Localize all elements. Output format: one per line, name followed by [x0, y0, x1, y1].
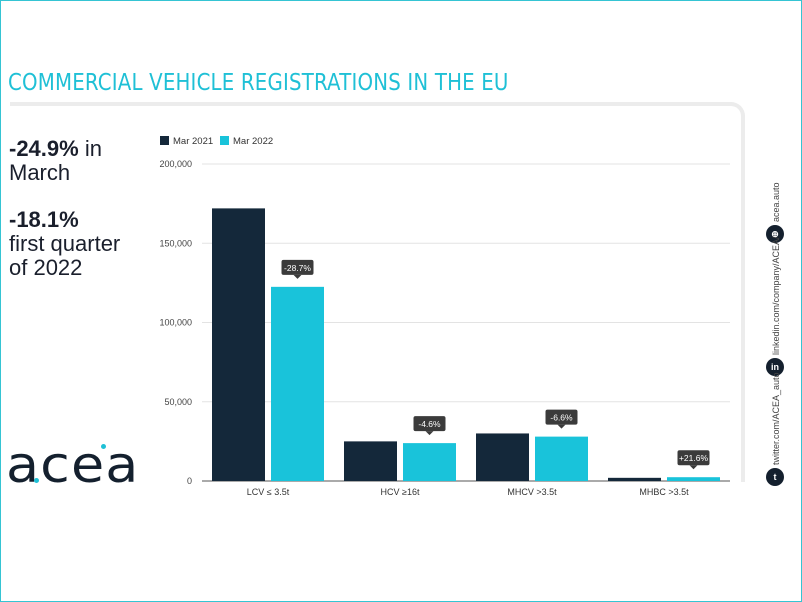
twitter-icon[interactable]: t — [766, 468, 784, 486]
kpi-quarter: -18.1% first quarter of 2022 — [9, 208, 139, 280]
chart-grid: 0 50,000 100,000 150,000 200,000 — [159, 159, 730, 486]
kpi-quarter-label-2: of 2022 — [9, 255, 83, 280]
website-text[interactable]: acea.auto — [771, 182, 781, 222]
x-tick-label: LCV ≤ 3.5t — [247, 487, 290, 497]
kpi-quarter-value: -18.1% — [9, 207, 79, 232]
change-badge — [281, 259, 314, 275]
bar-2021 — [608, 477, 661, 481]
bar-2021 — [476, 433, 529, 481]
change-badge-pointer — [557, 424, 566, 429]
card-border — [10, 102, 745, 482]
twitter-text[interactable]: twitter.com/ACEA_auto — [771, 372, 781, 465]
acea-logo: acea — [6, 436, 140, 494]
y-tick-label: 150,000 — [159, 238, 192, 248]
linkedin-text[interactable]: linkedin.com/company/ACEA/ — [771, 236, 781, 355]
kpi-march: -24.9% in March — [9, 137, 129, 185]
legend-label: Mar 2021 — [173, 136, 213, 147]
y-tick-label: 200,000 — [159, 159, 192, 169]
change-label: +21.6% — [679, 453, 709, 463]
linkedin-icon[interactable]: in — [766, 358, 784, 376]
bar-2022 — [271, 286, 324, 481]
page-title: COMMERCIAL VEHICLE REGISTRATIONS IN THE … — [8, 70, 509, 96]
change-badge — [545, 409, 578, 425]
logo-dot — [101, 444, 106, 449]
legend-swatch — [160, 136, 169, 145]
change-badge-pointer — [689, 465, 698, 470]
bar-2021 — [212, 208, 265, 481]
kpi-march-label: in March — [9, 136, 102, 185]
bar-2021 — [344, 441, 397, 481]
legend-label: Mar 2022 — [233, 136, 273, 147]
bar-chart: Mar 2021 Mar 2022 0 50,000 100,000 150,000 20… — [159, 136, 730, 497]
x-tick-label: MHBC >3.5t — [639, 487, 689, 497]
x-axis-labels: LCV ≤ 3.5t HCV ≥16t MHCV >3.5t MHBC >3.5t — [247, 487, 689, 497]
change-badge — [677, 450, 710, 466]
kpi-quarter-label-1: first quarter — [9, 231, 121, 256]
change-badge-pointer — [293, 274, 302, 279]
x-tick-label: MHCV >3.5t — [507, 487, 557, 497]
globe-icon[interactable]: ⊕ — [766, 225, 784, 243]
change-label: -4.6% — [418, 419, 441, 429]
change-badge-pointer — [425, 431, 434, 436]
chart-legend: Mar 2021 Mar 2022 — [160, 136, 273, 147]
kpi-march-value: -24.9% — [9, 136, 79, 161]
change-label: -6.6% — [550, 413, 573, 423]
chart-bars: -28.7% -4.6% -6.6% +21.6% — [212, 208, 720, 481]
logo-dot — [34, 478, 39, 483]
bar-2022 — [403, 443, 456, 481]
legend-swatch — [220, 136, 229, 145]
social-links: acea.auto ⊕ linkedin.com/company/ACEA/ i… — [762, 180, 792, 490]
y-tick-label: 100,000 — [159, 318, 192, 328]
bar-2022 — [667, 477, 720, 481]
x-tick-label: HCV ≥16t — [381, 487, 420, 497]
y-tick-label: 0 — [187, 476, 192, 486]
change-badge — [413, 416, 446, 432]
y-tick-label: 50,000 — [164, 397, 192, 407]
change-label: -28.7% — [284, 263, 311, 273]
bar-2022 — [535, 436, 588, 481]
